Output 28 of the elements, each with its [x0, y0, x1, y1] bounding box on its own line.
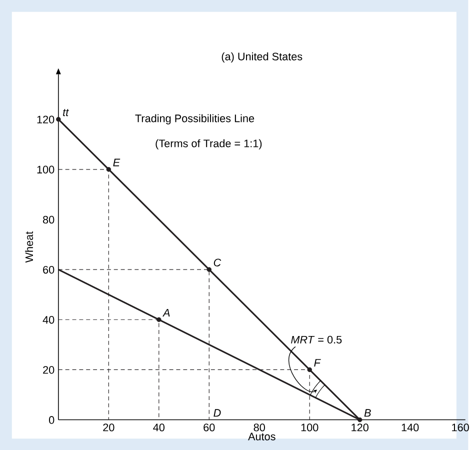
annotation: C: [214, 258, 222, 266]
y-axis-title: Wheat: [25, 231, 34, 262]
y-tick-label: 20: [43, 366, 54, 374]
annotation: tt: [63, 108, 69, 116]
y-tick-label: 120: [37, 115, 54, 124]
annotation: E: [113, 158, 120, 166]
annotation: F: [314, 358, 321, 366]
annotation: A: [162, 308, 170, 316]
x-tick-label: 160: [452, 423, 469, 432]
x-tick-label: 60: [204, 423, 215, 432]
x-tick-label: 120: [352, 423, 368, 432]
y-tick-label: 100: [37, 166, 54, 174]
annotation: D: [214, 408, 221, 416]
x-axis-title: Autos: [248, 432, 276, 440]
y-tick-label: 80: [43, 216, 54, 224]
x-tick-label: 100: [301, 423, 318, 432]
y-tick-label: 40: [42, 316, 54, 324]
chart-title: (a) United States: [222, 52, 302, 62]
x-tick-label: 40: [153, 423, 164, 432]
annotation: (Terms of Trade = 1:1): [156, 139, 262, 150]
annotation: MRT = 0.5: [291, 336, 342, 344]
x-tick-label: 140: [402, 423, 419, 432]
y-tick-label: 0: [48, 416, 54, 424]
x-tick-label: 20: [103, 423, 114, 432]
x-tick-label: 80: [254, 423, 265, 432]
annotation: B: [364, 408, 371, 416]
y-tick-label: 60: [43, 266, 54, 274]
annotation: Trading Possibilities Line: [135, 114, 254, 124]
